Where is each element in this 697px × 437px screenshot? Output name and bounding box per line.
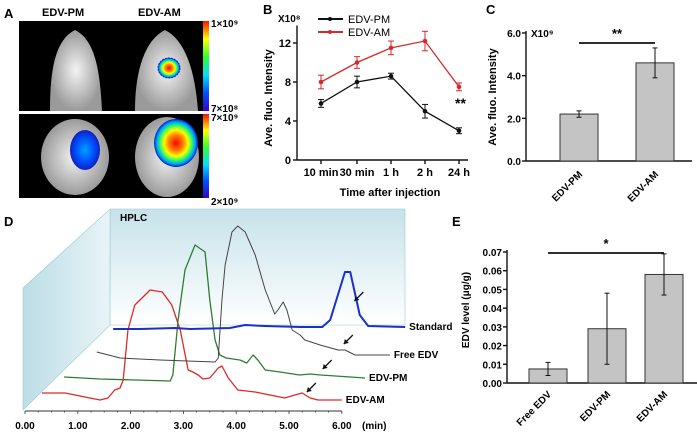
colorbar-top — [203, 21, 209, 111]
y-tick-label: 0.05 — [483, 285, 503, 296]
data-point — [456, 84, 462, 90]
y-multiplier: X10⁹ — [531, 29, 554, 40]
x-tick-label: EDV-AM — [635, 389, 670, 424]
y-multiplier: X10⁸ — [278, 14, 301, 25]
panel-label-e: E — [452, 214, 461, 229]
y-tick-label: 8 — [285, 77, 291, 89]
data-point — [354, 79, 360, 85]
trace-label: Standard — [409, 322, 452, 333]
y-tick-label: 4 — [285, 116, 292, 128]
trace-label: EDV-PM — [369, 373, 407, 384]
x-tick-label: 0.00 — [15, 421, 35, 432]
trace-EDV-PM — [64, 244, 366, 382]
data-point — [318, 79, 324, 85]
y-axis-label: Ave. fluo. Intensity — [263, 48, 275, 146]
colorbar-top-min: 7×10⁸ — [211, 104, 239, 115]
y-tick-label: 0.04 — [483, 304, 503, 315]
panel-a: A EDV-PM EDV-AM 1×10⁹ 7×10⁸ 7×10⁹ 2×10⁹ — [4, 6, 239, 208]
panel-label-c: C — [486, 2, 496, 17]
bar-EDV-AM — [635, 62, 675, 162]
arrow-head-icon — [306, 387, 312, 392]
legend-label: EDV-PM — [348, 14, 390, 26]
significance-marker: ** — [455, 95, 466, 111]
col-label-am: EDV-AM — [138, 7, 181, 19]
data-point — [354, 60, 360, 65]
legend-marker — [328, 30, 332, 34]
colorbar-top-max: 1×10⁹ — [211, 19, 239, 30]
y-tick-label: 0.07 — [483, 248, 503, 259]
x-tick-label: EDV-PM — [578, 389, 613, 424]
panel-d-hplc: D HPLC (min) 0.00 1.00 2.00 3.00 4.00 5.00 6.0… — [4, 208, 453, 432]
arrow-head-icon — [354, 296, 360, 301]
colorbar-bottom-min: 2×10⁹ — [211, 197, 239, 208]
y-tick-label: 12 — [279, 38, 291, 50]
y-tick-label: 0.0 — [507, 157, 521, 168]
x-tick-label: 3.00 — [174, 421, 194, 432]
trace-Standard — [113, 271, 406, 330]
trace-label: Free EDV — [394, 350, 439, 361]
panel-c-bar-chart: C X10⁹ Ave. fluo. Intensity 0.0 2.0 4.0 6.0… — [486, 2, 692, 205]
legend-label: EDV-AM — [348, 27, 390, 39]
x-tick-label: 4.00 — [226, 421, 246, 432]
x-tick-label: EDV-AM — [626, 169, 661, 204]
trace-Free EDV — [96, 225, 390, 363]
x-tick-label: Free EDV — [515, 389, 554, 428]
bar-EDV-PM — [559, 113, 599, 162]
trace-label: EDV-AM — [346, 395, 385, 406]
y-tick-label: 0.00 — [483, 379, 503, 390]
x-tick-label: 6.00 — [332, 421, 352, 432]
data-point — [422, 108, 428, 114]
x-tick-label: 1.00 — [68, 421, 88, 432]
x-axis-unit: (min) — [362, 421, 386, 432]
significance-marker: ** — [612, 26, 623, 41]
arrow-head-icon — [343, 339, 349, 344]
data-point — [422, 38, 428, 44]
y-tick-label: 0.06 — [483, 267, 503, 278]
y-tick-label: 0.01 — [483, 360, 503, 371]
significance-marker: * — [603, 236, 609, 251]
y-tick-label: 4.0 — [507, 72, 521, 83]
panel-label-b: B — [263, 2, 272, 17]
x-tick-label: 30 min — [340, 167, 375, 179]
legend-marker — [328, 17, 332, 21]
x-tick-label: EDV-PM — [550, 169, 585, 204]
colorbar-bottom-max: 7×10⁹ — [211, 113, 239, 124]
series-line-EDV-PM — [320, 75, 460, 132]
y-tick-label: 2.0 — [507, 114, 521, 125]
y-tick-label: 0.02 — [483, 342, 503, 353]
x-tick-label: 10 min — [304, 167, 339, 179]
x-tick-label: 2.00 — [121, 421, 141, 432]
x-tick-label: 1 h — [383, 167, 399, 179]
y-axis-label: Ave. fluo. Intensity — [487, 47, 499, 145]
trace-EDV-AM — [41, 289, 342, 401]
panel-e-bar-chart: E EDV level (μg/g) 0.00 0.01 0.02 0.03 0.04 0… — [452, 214, 697, 429]
y-tick-label: 0 — [285, 155, 291, 167]
y-tick-label: 0.03 — [483, 323, 503, 334]
y-tick-label: 6.0 — [507, 29, 521, 40]
x-tick-label: 5.00 — [279, 421, 299, 432]
panel-label-d: D — [4, 214, 13, 229]
x-axis-label: Time after injection — [340, 187, 441, 199]
data-point — [456, 128, 462, 134]
panel-label-a: A — [4, 6, 14, 21]
data-point — [388, 45, 394, 51]
data-point — [388, 73, 394, 79]
col-label-pm: EDV-PM — [42, 7, 84, 19]
panel-b-line-chart: B X10⁸ Ave. fluo. Intensity Time after i… — [263, 2, 470, 199]
data-point — [318, 101, 324, 106]
arrow-head-icon — [322, 364, 328, 369]
chart-title: HPLC — [120, 213, 147, 224]
x-tick-label: 24 h — [448, 167, 470, 179]
y-axis-label: EDV level (μg/g) — [461, 272, 472, 348]
colorbar-bottom — [203, 114, 209, 198]
x-tick-label: 2 h — [417, 167, 433, 179]
